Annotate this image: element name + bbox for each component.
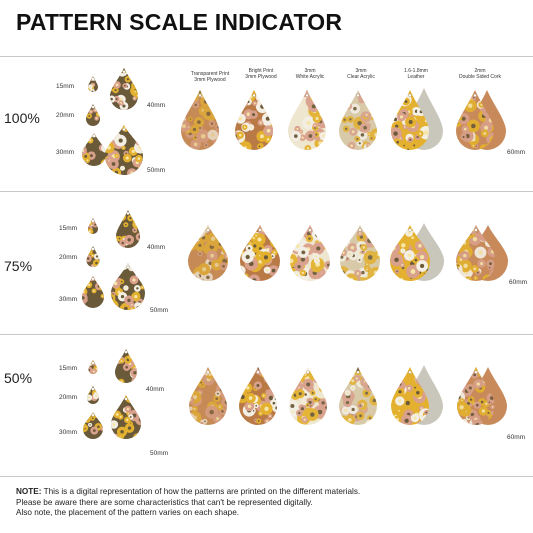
note-label: NOTE: xyxy=(16,487,42,496)
size-label-30mm: 30mm xyxy=(59,429,78,436)
scale-teardrop xyxy=(83,412,103,439)
size-label-50mm: 50mm xyxy=(150,307,169,314)
material-header-leather: 1.6-1.8mm Leather xyxy=(404,68,428,80)
material-teardrop xyxy=(239,367,277,425)
material-teardrop xyxy=(339,90,377,150)
divider xyxy=(0,334,533,335)
material-teardrop xyxy=(290,225,330,281)
material-header-white-acrylic: 3mm White Acrylic xyxy=(295,68,325,80)
scale-teardrop xyxy=(115,349,137,383)
scale-percent-50: 50% xyxy=(4,370,33,386)
material-teardrop xyxy=(390,225,430,281)
scale-teardrop xyxy=(110,68,138,110)
size-label-50mm: 50mm xyxy=(147,167,166,174)
scale-teardrop xyxy=(111,395,141,439)
material-teardrop xyxy=(235,90,273,150)
scale-teardrop xyxy=(87,386,99,404)
size-label-40mm: 40mm xyxy=(147,244,166,251)
scale-teardrop xyxy=(105,125,143,175)
material-teardrop xyxy=(340,225,380,281)
divider xyxy=(0,476,533,477)
divider xyxy=(0,56,533,57)
material-teardrop xyxy=(288,90,326,150)
scale-teardrop xyxy=(82,133,106,166)
note-line-2: Please be aware there are some character… xyxy=(16,497,313,507)
size-label-60mm: 60mm xyxy=(509,279,528,286)
disclaimer-note: NOTE: This is a digital representation o… xyxy=(16,487,521,519)
scale-teardrop xyxy=(88,360,98,374)
note-line-1: This is a digital representation of how … xyxy=(41,487,361,496)
material-teardrop xyxy=(189,367,227,425)
size-label-60mm: 60mm xyxy=(507,434,526,441)
material-header-clear-acrylic: 3mm Clear Acrylic xyxy=(347,68,375,80)
size-label-15mm: 15mm xyxy=(59,365,78,372)
divider xyxy=(0,191,533,192)
size-label-15mm: 15mm xyxy=(59,225,78,232)
material-teardrop xyxy=(289,367,327,425)
size-label-40mm: 40mm xyxy=(147,102,166,109)
scale-percent-100: 100% xyxy=(4,110,40,126)
scale-teardrop xyxy=(88,76,98,92)
size-label-20mm: 20mm xyxy=(56,112,75,119)
scale-percent-75: 75% xyxy=(4,258,33,274)
material-header-bright-plywood: Bright Print 3mm Plywood xyxy=(245,68,277,80)
material-teardrop xyxy=(339,367,377,425)
scale-teardrop xyxy=(88,218,98,234)
material-teardrop xyxy=(240,225,280,281)
note-line-3: Also note, the placement of the pattern … xyxy=(16,508,240,517)
size-label-60mm: 60mm xyxy=(507,149,526,156)
size-label-40mm: 40mm xyxy=(146,386,165,393)
scale-teardrop xyxy=(111,263,145,310)
size-label-20mm: 20mm xyxy=(59,254,78,261)
size-label-50mm: 50mm xyxy=(150,450,169,457)
size-label-30mm: 30mm xyxy=(59,296,78,303)
scale-teardrop xyxy=(82,276,104,308)
page-title: PATTERN SCALE INDICATOR xyxy=(16,9,343,35)
material-header-cork: 2mm Double Sided Cork xyxy=(459,68,501,80)
material-header-transparent-plywood: Transparent Print 3mm Plywood xyxy=(190,71,230,83)
size-label-20mm: 20mm xyxy=(59,394,78,401)
scale-teardrop xyxy=(86,246,100,267)
size-label-30mm: 30mm xyxy=(56,149,75,156)
size-label-15mm: 15mm xyxy=(56,83,75,90)
material-teardrop xyxy=(188,225,228,281)
scale-teardrop xyxy=(116,210,140,248)
scale-teardrop xyxy=(86,104,100,126)
material-teardrop xyxy=(181,90,219,150)
